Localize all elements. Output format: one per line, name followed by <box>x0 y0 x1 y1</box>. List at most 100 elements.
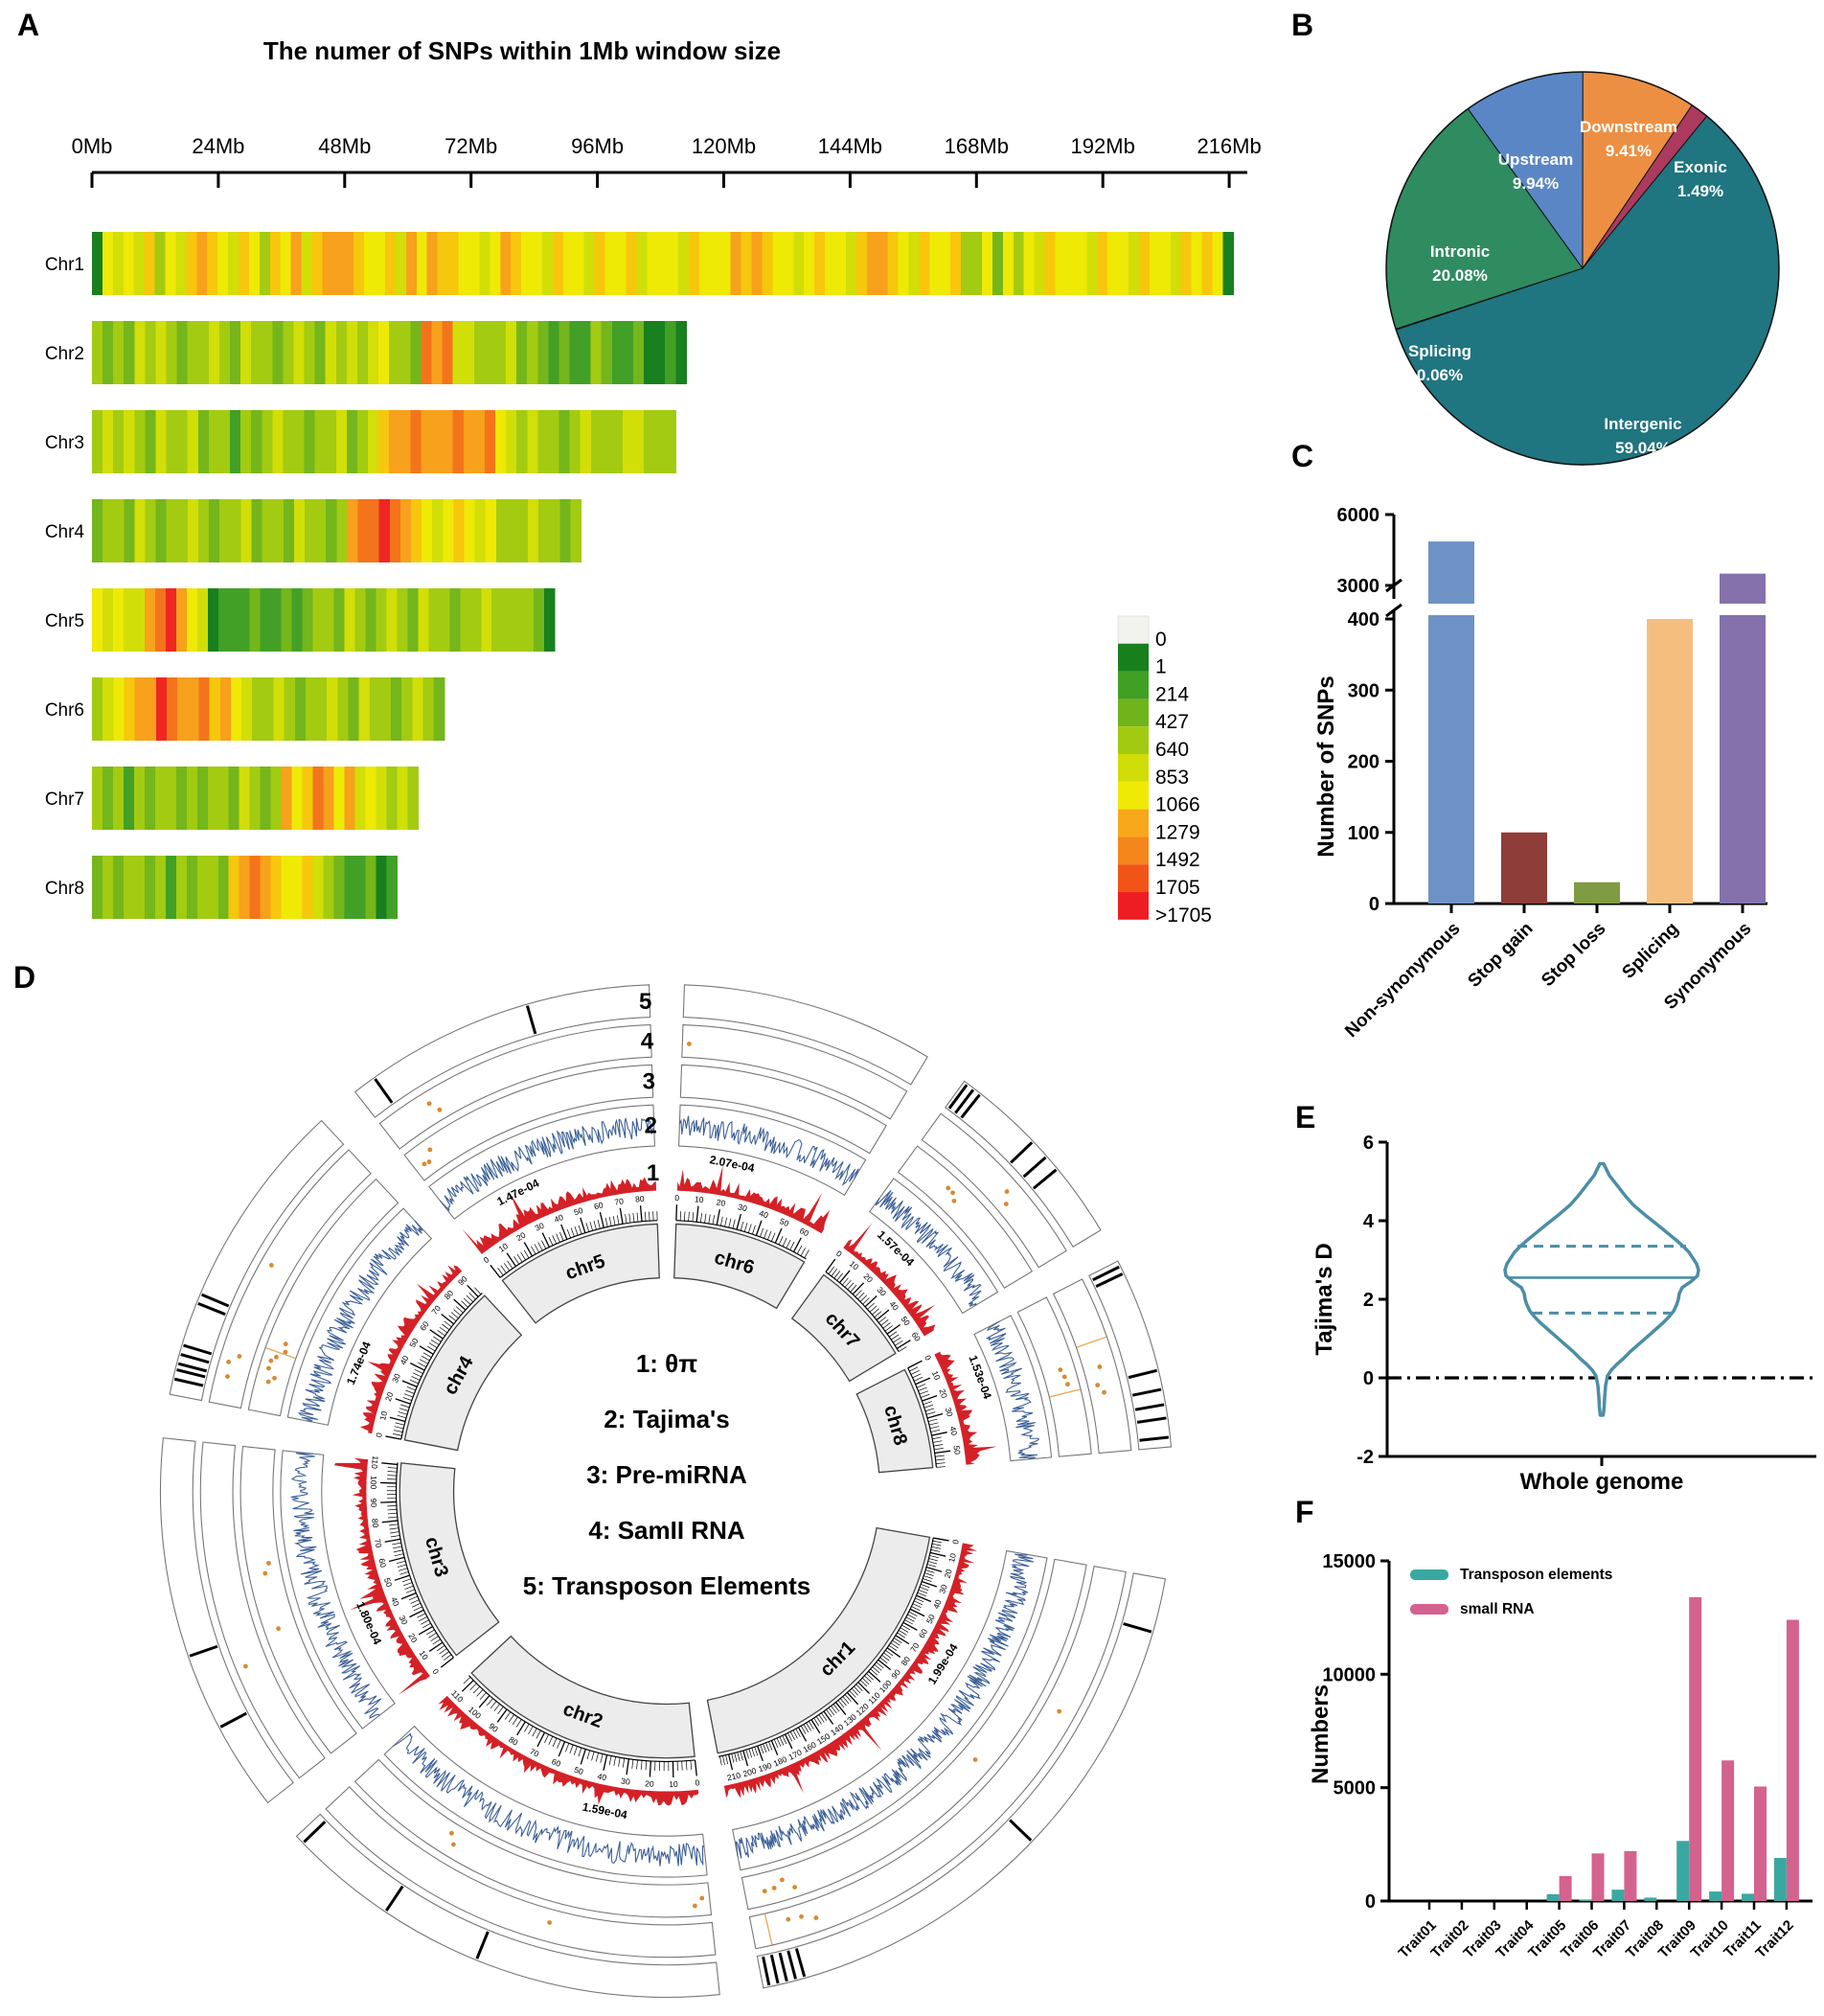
panel-a-letter: A <box>17 8 40 42</box>
track5-cell <box>295 1813 720 1999</box>
chromosome-band <box>501 1223 660 1324</box>
orange-line-mark <box>764 1913 773 1945</box>
transposon-bar <box>947 1084 969 1110</box>
ruler-number: 40 <box>553 1212 565 1225</box>
bar-transposon <box>1742 1893 1754 1901</box>
heatmap-row <box>92 410 676 473</box>
axis-tick-label: 72Mb <box>445 134 497 158</box>
track4-cell <box>208 1149 372 1409</box>
dot-mark <box>1097 1364 1103 1369</box>
ruler-number: 20 <box>716 1197 726 1208</box>
transposon-bar <box>1123 1622 1152 1634</box>
ruler-number: 0 <box>374 1432 384 1438</box>
ruler-number: 70 <box>429 1303 443 1317</box>
ruler-number: 30 <box>937 1583 949 1595</box>
bar <box>1574 882 1620 904</box>
circos-sector-chr1: chr1010203040506070809010011012013014015… <box>706 1526 1167 1989</box>
heatmap-row <box>92 499 582 562</box>
panel-f-letter: F <box>1295 1495 1314 1529</box>
legend-label: Transposon elements <box>1460 1567 1612 1583</box>
bar-smallrna <box>1689 1596 1702 1901</box>
transposon-bar <box>475 1931 490 1959</box>
transposon-bar <box>769 1954 780 1984</box>
transposon-bar <box>778 1952 788 1982</box>
dot-mark <box>225 1374 230 1379</box>
x-category-label: Stop loss <box>1538 919 1609 991</box>
dot-mark <box>274 1354 279 1360</box>
violin-outline <box>1503 1161 1700 1417</box>
dot-mark <box>226 1359 231 1364</box>
ruler-number: 30 <box>534 1221 546 1233</box>
track5-cell <box>682 984 928 1086</box>
chromosome-band <box>790 1273 897 1383</box>
dot-mark <box>699 1895 705 1901</box>
y-tick: 300 <box>1348 680 1379 701</box>
ruler-number: 80 <box>370 1518 380 1528</box>
dot-mark <box>762 1889 767 1894</box>
tajima-track <box>393 1732 705 1867</box>
ruler-number: 30 <box>398 1614 410 1626</box>
legend-value: 1279 <box>1155 821 1200 843</box>
theta-pi-track <box>462 1177 657 1254</box>
theta-pi-track <box>934 1351 997 1465</box>
ruler-number: 10 <box>694 1194 704 1204</box>
ruler-number: 50 <box>382 1576 395 1588</box>
legend-value: 0 <box>1155 629 1167 651</box>
ruler-number: 60 <box>376 1557 388 1569</box>
ruler-number: 10 <box>946 1552 958 1564</box>
bar-transposon <box>1579 1899 1592 1901</box>
row-label: Chr7 <box>45 790 84 810</box>
transposon-bar <box>960 1093 981 1119</box>
transposon-bar <box>1022 1156 1047 1179</box>
legend-value: 1705 <box>1155 877 1200 899</box>
ruler-number: 80 <box>443 1288 456 1301</box>
track3-cell <box>239 1445 357 1754</box>
track3-cell <box>1016 1296 1092 1457</box>
panel-a-heatmap: The numer of SNPs within 1Mb window size… <box>45 36 1262 927</box>
tajima-track <box>986 1320 1039 1460</box>
transposon-bar <box>1092 1265 1120 1282</box>
pie-label: Downstream 9.41% <box>1580 118 1677 160</box>
dot-mark <box>283 1349 288 1355</box>
y-tick: 100 <box>1348 823 1379 844</box>
heatmap-row <box>92 767 419 830</box>
dot-mark <box>686 1042 692 1046</box>
circos-legend-line: 1: θπ <box>636 1349 697 1378</box>
ruler-number: 30 <box>875 1285 888 1298</box>
ruler-number: 0 <box>674 1193 679 1203</box>
tajima-track <box>439 1117 655 1212</box>
dot-mark <box>426 1101 432 1107</box>
ruler-number: 10 <box>377 1409 389 1421</box>
legend-value: 214 <box>1155 683 1189 705</box>
transposon-bar <box>173 1377 204 1387</box>
y-axis-title: Numbers <box>1308 1684 1334 1784</box>
bar-smallrna <box>1624 1850 1637 1901</box>
circos-legend-line: 2: Tajima's <box>604 1405 729 1433</box>
track4-cell <box>681 1024 908 1120</box>
y-tick: 6000 <box>1337 505 1380 526</box>
tajima-track <box>290 1453 382 1720</box>
dot-mark <box>427 1147 433 1153</box>
row-label: Chr2 <box>45 344 84 364</box>
theta-pi-track <box>843 1223 936 1337</box>
transposon-bar <box>1134 1403 1165 1411</box>
orange-line-mark <box>265 1347 296 1360</box>
ruler-number: 10 <box>848 1259 861 1272</box>
dot-mark <box>262 1570 268 1576</box>
ruler-number: 50 <box>407 1336 421 1348</box>
dot-mark <box>1058 1367 1063 1373</box>
ruler-number: 0 <box>923 1354 933 1363</box>
transposon-bar <box>197 1301 226 1317</box>
dot-mark <box>1065 1382 1070 1387</box>
transposon-bar <box>1095 1272 1124 1288</box>
y-axis-title: Tajima's D <box>1311 1243 1337 1355</box>
theta-value: 2.07e-04 <box>708 1153 756 1175</box>
chromosome-band <box>470 1635 695 1759</box>
ruler-number: 40 <box>389 1595 401 1608</box>
dot-mark <box>1057 1708 1062 1714</box>
ruler-number: 0 <box>695 1777 700 1787</box>
ruler-number: 170 <box>787 1747 803 1761</box>
tajima-track <box>678 1115 859 1186</box>
